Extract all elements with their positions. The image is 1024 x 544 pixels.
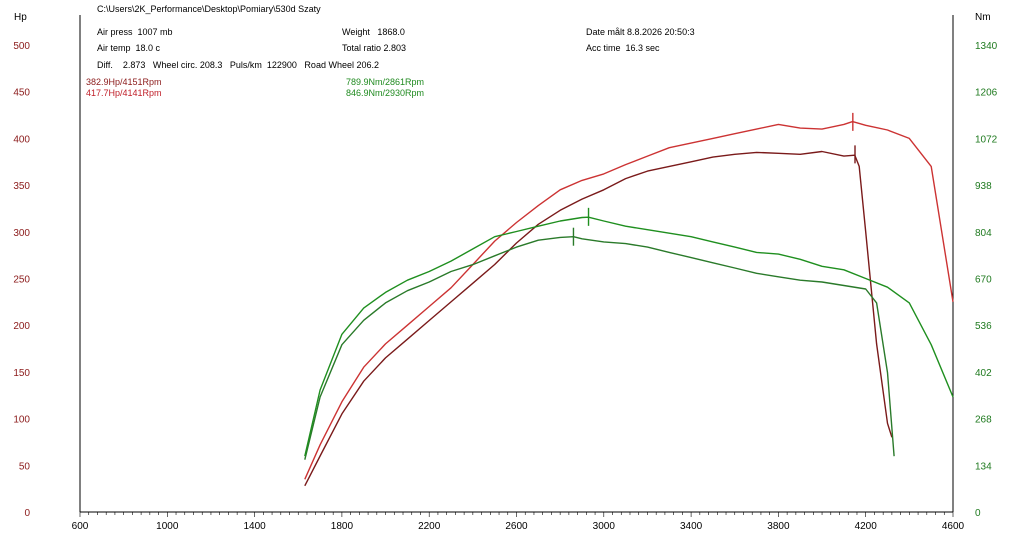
acc-time: Acc time 16.3 sec — [586, 43, 660, 53]
y-left-tick-label: 250 — [13, 275, 30, 286]
x-tick-label: 1000 — [156, 521, 179, 532]
x-tick-label: 1400 — [243, 521, 266, 532]
weight: Weight 1868.0 — [342, 27, 405, 37]
power-annotation-2: 417.7Hp/4141Rpm — [86, 88, 162, 98]
series-line-1 — [304, 150, 893, 487]
series-line-4 — [304, 216, 954, 457]
y-right-tick-label: 1072 — [975, 134, 998, 145]
file-path: C:\Users\2K_Performance\Desktop\Pomiary\… — [97, 4, 321, 14]
air-temp: Air temp 18.0 c — [97, 43, 161, 53]
x-tick-label: 1800 — [331, 521, 354, 532]
y-left-tick-label: 350 — [13, 181, 30, 192]
chart-ticks: 600 1000 1400 1800 2200 2600 3000 3400 3800 4200 4… — [13, 41, 997, 532]
y-left-tick-label: 0 — [24, 508, 30, 519]
chart-markers — [572, 112, 856, 246]
y-right-tick-label: 536 — [975, 321, 992, 332]
date: Date målt 8.8.2026 20:50:3 — [586, 27, 695, 37]
y-left-tick-label: 50 — [19, 461, 31, 472]
air-press: Air press 1007 mb — [97, 27, 173, 37]
x-tick-label: 4600 — [942, 521, 965, 532]
y-right-tick-label: 1206 — [975, 88, 998, 99]
y-right-tick-label: 402 — [975, 368, 992, 379]
y-left-tick-label: 400 — [13, 134, 30, 145]
y-right-tick-label: 670 — [975, 275, 992, 286]
x-tick-label: 3800 — [767, 521, 790, 532]
x-tick-label: 2200 — [418, 521, 441, 532]
x-tick-label: 3000 — [593, 521, 616, 532]
y-axis-left-unit: Hp — [14, 12, 27, 23]
y-left-tick-label: 300 — [13, 228, 30, 239]
y-left-tick-label: 100 — [13, 415, 30, 426]
chart-series — [304, 120, 954, 487]
y-left-tick-label: 150 — [13, 368, 30, 379]
chart-axes — [79, 15, 954, 513]
y-right-tick-label: 804 — [975, 228, 992, 239]
y-right-tick-label: 1340 — [975, 41, 998, 52]
y-left-tick-label: 450 — [13, 88, 30, 99]
y-right-tick-label: 268 — [975, 415, 992, 426]
y-right-tick-label: 134 — [975, 461, 992, 472]
total-ratio: Total ratio 2.803 — [342, 43, 407, 53]
y-axis-right-unit: Nm — [975, 12, 991, 23]
series-line-3 — [304, 235, 895, 460]
x-tick-label: 4200 — [855, 521, 878, 532]
diff-info: Diff. 2.873 Wheel circ. 208.3 Puls/km 12… — [97, 60, 379, 70]
torque-annotation-2: 846.9Nm/2930Rpm — [346, 88, 425, 98]
x-tick-label: 600 — [72, 521, 89, 532]
series-line-2 — [304, 120, 954, 480]
power-annotation-1: 382.9Hp/4151Rpm — [86, 77, 162, 87]
torque-annotation-1: 789.9Nm/2861Rpm — [346, 77, 425, 87]
y-right-tick-label: 938 — [975, 181, 992, 192]
y-left-tick-label: 200 — [13, 321, 30, 332]
y-left-tick-label: 500 — [13, 41, 30, 52]
x-tick-label: 3400 — [680, 521, 703, 532]
y-right-tick-label: 0 — [975, 508, 981, 519]
x-tick-label: 2600 — [505, 521, 528, 532]
